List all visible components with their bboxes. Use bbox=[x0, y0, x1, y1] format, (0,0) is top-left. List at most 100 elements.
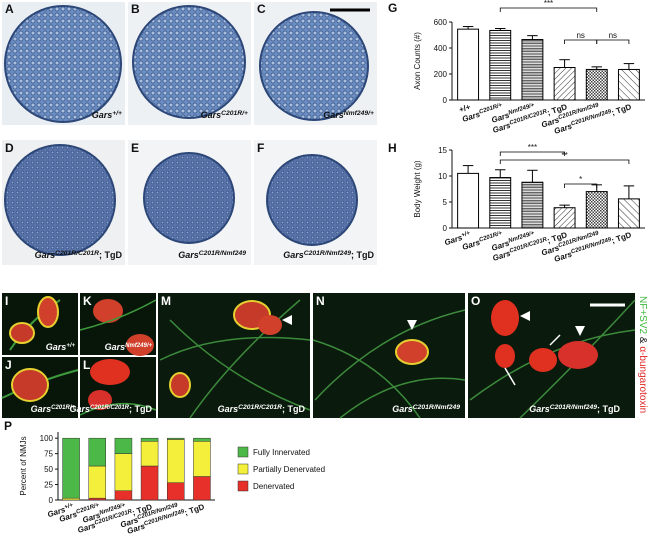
panel-label: I bbox=[5, 294, 8, 308]
panel-e bbox=[128, 140, 251, 265]
panel-i bbox=[2, 293, 78, 355]
bar-segment bbox=[140, 441, 159, 467]
bar-segment bbox=[166, 437, 185, 440]
significance-bracket bbox=[499, 151, 565, 156]
panel-label: N bbox=[316, 294, 325, 308]
significance-bracket bbox=[499, 159, 630, 164]
bar bbox=[521, 181, 544, 229]
y-tick-label: 10 bbox=[438, 172, 447, 181]
genotype-caption: Gars+/+ bbox=[46, 342, 76, 352]
panel-k bbox=[79, 293, 157, 356]
bar bbox=[617, 68, 640, 101]
genotype-caption: GarsNmf249/+ bbox=[105, 342, 153, 352]
legend-label: Fully Innervated bbox=[253, 448, 310, 457]
panel-label: A bbox=[5, 2, 14, 16]
bar bbox=[553, 67, 576, 101]
y-tick-label: 75 bbox=[44, 450, 53, 459]
panel-label: K bbox=[83, 294, 92, 308]
panel-label: O bbox=[471, 294, 480, 308]
bar-segment bbox=[62, 437, 80, 499]
legend-label: Denervated bbox=[253, 482, 294, 491]
genotype-caption: GarsNmf249/+ bbox=[323, 110, 374, 120]
bar-segment bbox=[88, 497, 107, 501]
stain-green: NF+SV2 bbox=[637, 296, 648, 335]
bar-segment bbox=[88, 437, 107, 467]
y-axis-label: Body Weight (g) bbox=[413, 160, 422, 218]
significance-bracket bbox=[564, 183, 598, 188]
panel-label: B bbox=[131, 2, 140, 16]
legend-label: Partially Denervated bbox=[253, 465, 325, 474]
bar bbox=[553, 207, 576, 229]
y-axis-label: Percent of NMJs bbox=[19, 436, 28, 495]
bar-segment bbox=[140, 465, 159, 501]
significance-label: ns bbox=[609, 31, 617, 40]
genotype-caption: Gars+/+ bbox=[92, 110, 122, 120]
y-tick-label: 0 bbox=[49, 496, 54, 505]
significance-label: * bbox=[579, 175, 582, 184]
genotype-caption: GarsC201R/C201R; TgD bbox=[218, 404, 306, 414]
y-tick-label: 600 bbox=[434, 18, 448, 27]
y-tick-label: 0 bbox=[443, 224, 448, 233]
bar-segment bbox=[193, 441, 211, 477]
y-tick-label: 400 bbox=[434, 44, 448, 53]
bar-segment bbox=[193, 476, 211, 501]
y-tick-label: 100 bbox=[40, 434, 54, 443]
y-tick-label: 15 bbox=[438, 146, 447, 155]
legend-swatch bbox=[237, 480, 249, 492]
y-tick-label: 0 bbox=[443, 96, 448, 105]
panel-o bbox=[468, 293, 636, 419]
panel-c bbox=[254, 2, 377, 125]
bar bbox=[457, 28, 480, 101]
x-tick-label: +/+ bbox=[458, 102, 472, 114]
bar-segment bbox=[114, 437, 133, 454]
panel-j bbox=[1, 357, 79, 418]
y-tick-label: 50 bbox=[44, 465, 53, 474]
bar-segment bbox=[114, 453, 133, 491]
panel-a bbox=[2, 2, 125, 125]
y-axis-label: Axon Counts (#) bbox=[413, 32, 422, 90]
bar-segment bbox=[193, 437, 211, 442]
genotype-caption: GarsC201R/+ bbox=[31, 404, 76, 414]
bar-segment bbox=[166, 439, 185, 483]
panel-l bbox=[79, 357, 157, 418]
significance-bracket bbox=[596, 39, 630, 44]
legend-swatch bbox=[237, 446, 249, 458]
panel-label: E bbox=[131, 141, 139, 155]
panel-label: P bbox=[4, 419, 12, 433]
panel-f bbox=[254, 140, 377, 265]
panel-label: D bbox=[5, 141, 14, 155]
bar-segment bbox=[62, 497, 80, 501]
panel-label: L bbox=[83, 358, 90, 372]
legend-swatch bbox=[237, 463, 249, 475]
panel-d bbox=[2, 140, 125, 265]
bar bbox=[457, 172, 480, 229]
stain-legend: NF+SV2 & α-bungarotoxin bbox=[637, 296, 648, 413]
significance-label: ns bbox=[576, 31, 584, 40]
panel-m bbox=[158, 293, 311, 419]
significance-bracket bbox=[564, 39, 598, 44]
stain-and: & bbox=[637, 334, 648, 346]
panel-n bbox=[312, 293, 466, 419]
y-tick-label: 25 bbox=[44, 481, 53, 490]
genotype-caption: GarsC201R/Nmf249 bbox=[392, 404, 460, 414]
bar bbox=[585, 191, 608, 229]
genotype-caption: GarsC201R/+ bbox=[201, 110, 248, 120]
panel-label: C bbox=[257, 2, 266, 16]
panel-label: F bbox=[257, 141, 264, 155]
panel-b bbox=[128, 2, 251, 125]
bar bbox=[489, 177, 512, 229]
bar bbox=[489, 29, 512, 101]
bar bbox=[585, 68, 608, 101]
genotype-caption: GarsC201R/C201R; TgD bbox=[69, 404, 152, 414]
panel-label: H bbox=[388, 141, 397, 155]
panel-label: J bbox=[5, 358, 12, 372]
y-tick-label: 5 bbox=[443, 198, 448, 207]
bar bbox=[521, 39, 544, 101]
panel-label: M bbox=[161, 294, 171, 308]
bar-segment bbox=[140, 437, 159, 442]
significance-label: *** bbox=[544, 0, 553, 8]
genotype-caption: GarsC201R/Nmf249; TgD bbox=[283, 250, 374, 260]
genotype-caption: GarsC201R/Nmf249 bbox=[178, 250, 246, 260]
bar-segment bbox=[166, 482, 185, 501]
